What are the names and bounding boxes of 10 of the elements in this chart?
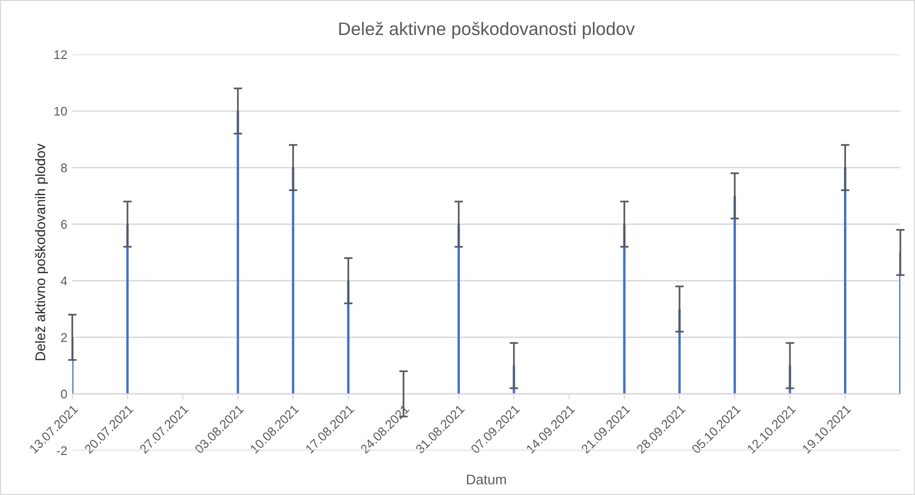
x-axis-title: Datum [467,474,506,484]
y-tick-label: 6 [61,220,67,229]
chart-title: Delež aktivne poškodovanosti plodov [339,22,635,39]
y-tick-label: 10 [54,106,67,116]
y-tick-label: 4 [60,276,68,286]
y-tick-label: 12 [54,50,67,59]
y-tick-label: 2 [61,333,67,342]
y-axis-title: Delež aktivno poškodovanih plodov [34,144,48,360]
y-tick-label: 8 [61,163,67,172]
y-tick-label: 0 [60,390,67,399]
